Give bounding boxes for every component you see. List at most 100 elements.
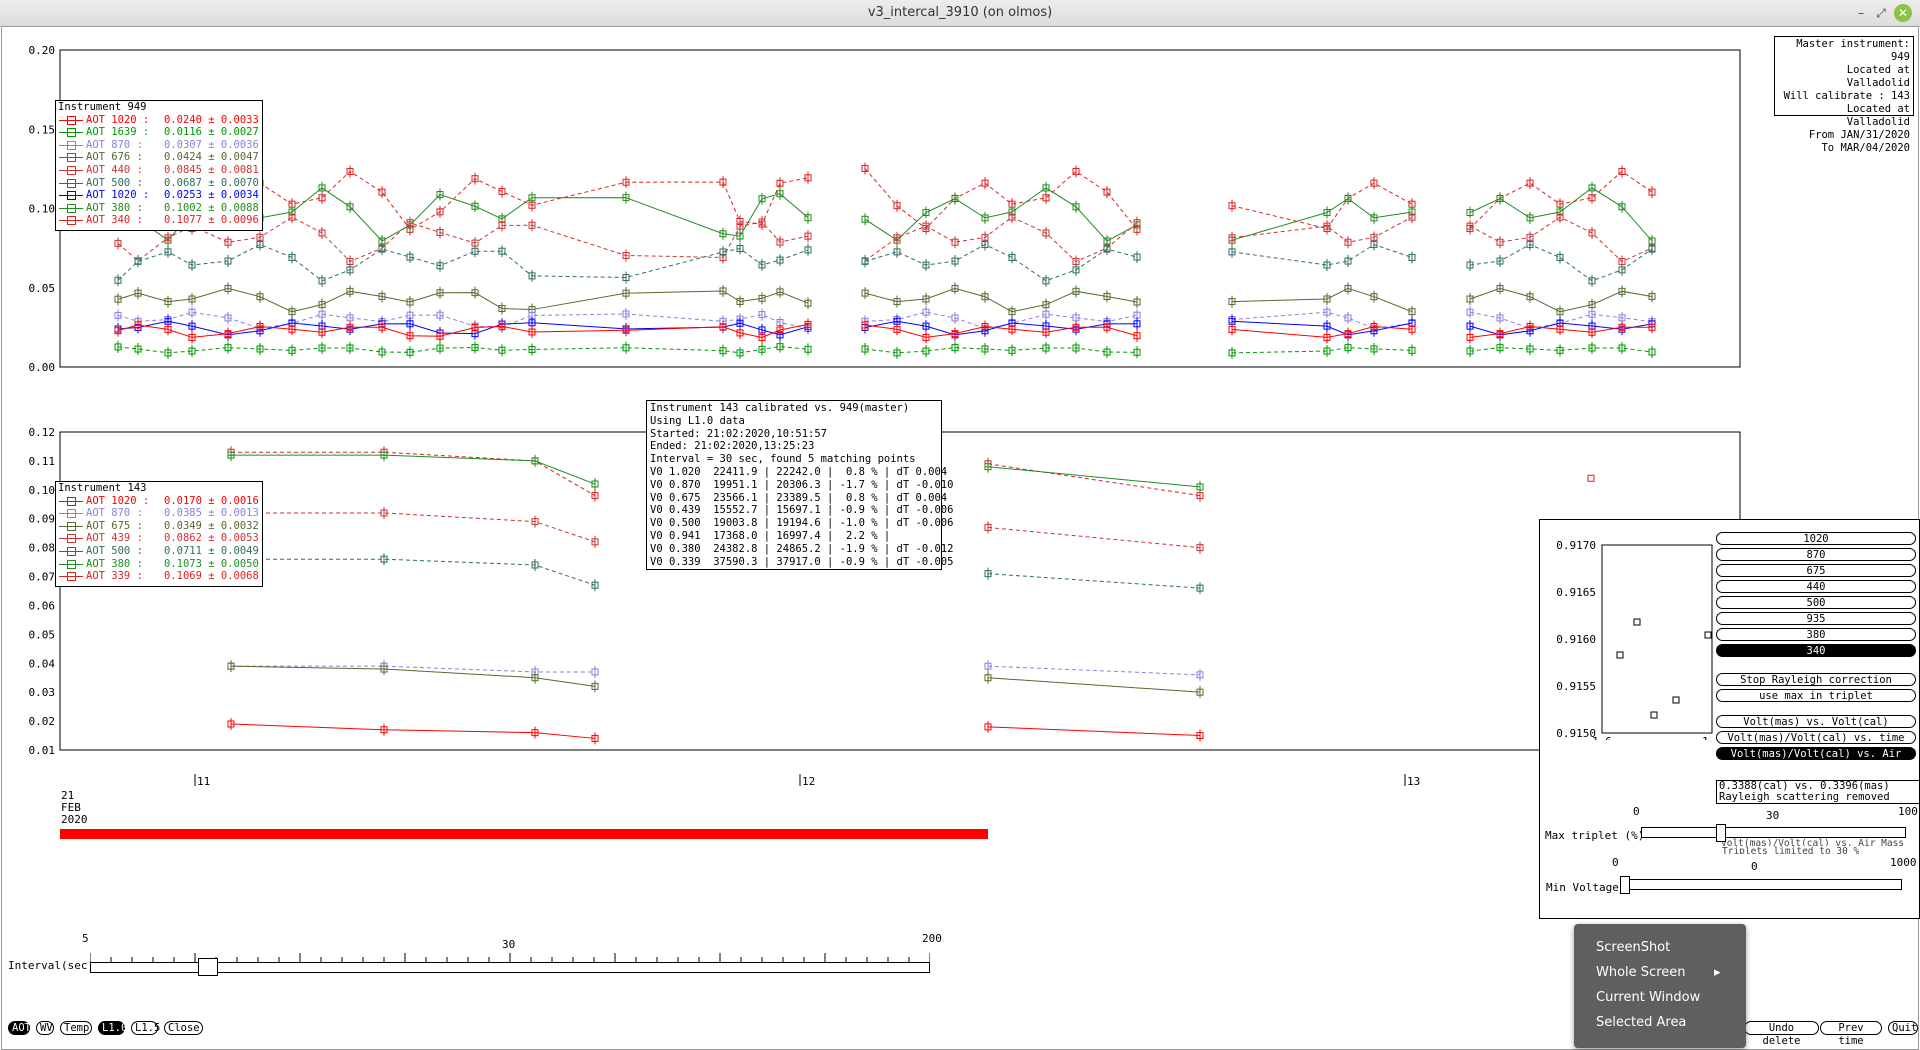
mini-data-point[interactable] [1633,618,1641,626]
data-point[interactable] [346,266,354,274]
data-point[interactable] [164,349,172,357]
data-point[interactable] [1133,253,1141,261]
data-point[interactable] [1344,344,1352,352]
wavelength-button-500[interactable]: 500 [1716,596,1916,609]
data-point[interactable] [224,330,232,338]
data-point[interactable] [346,287,354,295]
data-point[interactable] [224,344,232,352]
data-point[interactable] [1228,298,1236,306]
data-point[interactable] [498,247,506,255]
data-point[interactable] [406,253,414,261]
data-point[interactable] [951,238,959,246]
data-point[interactable] [1466,347,1474,355]
maximize-button[interactable]: ⤢ [1876,6,1886,20]
data-point[interactable] [1618,266,1626,274]
data-point[interactable] [114,276,122,284]
data-point[interactable] [164,298,172,306]
data-point[interactable] [406,348,414,356]
data-point[interactable] [1042,184,1050,192]
data-point[interactable] [1323,222,1331,230]
data-point[interactable] [346,203,354,211]
data-point[interactable] [1072,266,1080,274]
data-point[interactable] [984,674,992,682]
data-point[interactable] [1526,345,1534,353]
data-point[interactable] [922,322,930,330]
wavelength-button-675[interactable]: 675 [1716,564,1916,577]
data-point[interactable] [498,322,506,330]
data-point[interactable] [1008,213,1016,221]
data-point[interactable] [1133,348,1141,356]
data-point[interactable] [776,326,784,334]
data-point[interactable] [346,167,354,175]
data-point[interactable] [188,308,196,316]
data-point[interactable] [1344,238,1352,246]
data-point[interactable] [1042,194,1050,202]
data-point[interactable] [1370,241,1378,249]
data-point[interactable] [227,720,235,728]
data-point[interactable] [436,289,444,297]
data-point[interactable] [224,314,232,322]
data-point[interactable] [1648,188,1656,196]
data-point[interactable] [436,228,444,236]
data-point[interactable] [1370,293,1378,301]
data-point[interactable] [1648,245,1656,253]
data-point[interactable] [378,245,386,253]
mini-data-point[interactable] [1616,651,1624,659]
data-point[interactable] [804,299,812,307]
data-point[interactable] [1526,179,1534,187]
data-point[interactable] [498,187,506,195]
data-point[interactable] [1344,284,1352,292]
option-button-use-max-in-triplet[interactable]: use max in triplet [1716,689,1916,702]
data-point[interactable] [1072,203,1080,211]
data-point[interactable] [719,347,727,355]
data-point[interactable] [436,311,444,319]
data-point[interactable] [318,344,326,352]
data-point[interactable] [1323,347,1331,355]
data-point[interactable] [528,345,536,353]
data-point[interactable] [1323,333,1331,341]
data-point[interactable] [591,492,599,500]
button-quit[interactable]: Quit [1888,1021,1918,1035]
data-point[interactable] [1588,328,1596,336]
data-point[interactable] [736,232,744,240]
data-point[interactable] [861,164,869,172]
data-point[interactable] [471,344,479,352]
data-point[interactable] [188,295,196,303]
data-point[interactable] [1008,346,1016,354]
data-point[interactable] [1103,323,1111,331]
button-temp[interactable]: Temp [60,1021,92,1035]
plot-mode-button-volt-mas-vs-volt-cal-[interactable]: Volt(mas) vs. Volt(cal) [1716,715,1916,728]
data-point[interactable] [114,295,122,303]
data-point[interactable] [922,222,930,230]
menu-item-screenshot[interactable]: ScreenShot [1596,940,1671,955]
data-point[interactable] [1323,261,1331,269]
minimize-button[interactable]: – [1858,6,1864,20]
data-point[interactable] [1228,202,1236,210]
data-point[interactable] [719,287,727,295]
data-point[interactable] [719,178,727,186]
data-point[interactable] [188,347,196,355]
data-point[interactable] [380,555,388,563]
data-point[interactable] [1042,229,1050,237]
data-point[interactable] [1526,241,1534,249]
data-point[interactable] [622,178,630,186]
data-point[interactable] [1588,194,1596,202]
data-point[interactable] [1344,195,1352,203]
data-point[interactable] [1496,195,1504,203]
data-point[interactable] [406,332,414,340]
data-point[interactable] [164,248,172,256]
data-point[interactable] [1556,325,1564,333]
data-point[interactable] [1466,322,1474,330]
data-point[interactable] [951,195,959,203]
button-undo-delete[interactable]: Undo delete [1744,1021,1819,1047]
data-point[interactable] [346,314,354,322]
data-point[interactable] [591,538,599,546]
data-point[interactable] [436,344,444,352]
data-point[interactable] [1042,277,1050,285]
data-point[interactable] [922,295,930,303]
data-point[interactable] [114,343,122,351]
data-point[interactable] [1042,310,1050,318]
data-point[interactable] [1103,348,1111,356]
data-point[interactable] [922,347,930,355]
menu-item-selected-area[interactable]: Selected Area [1596,1015,1687,1030]
